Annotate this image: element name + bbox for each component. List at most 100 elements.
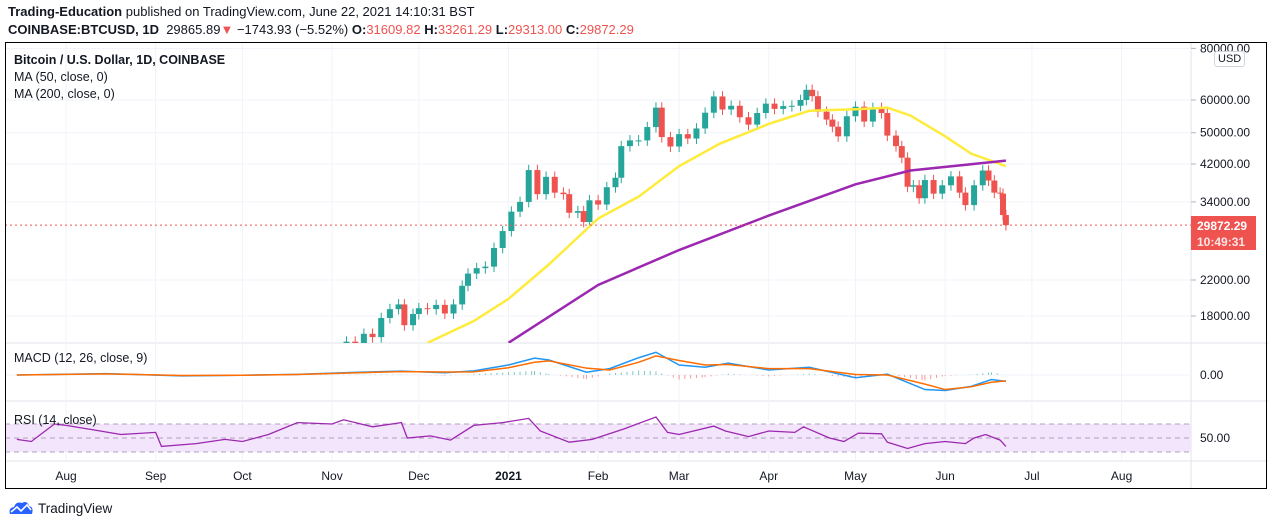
last-price: 29865.89 xyxy=(166,22,221,37)
candle-body xyxy=(684,134,691,139)
candle-body xyxy=(754,113,761,125)
rsi-line xyxy=(16,416,1007,450)
candle-body xyxy=(424,308,431,310)
candle-body xyxy=(910,185,917,187)
candle-body xyxy=(702,112,709,129)
legend-ma50[interactable]: MA (50, close, 0) xyxy=(14,70,108,84)
legend-rsi[interactable]: RSI (14, close) xyxy=(14,413,97,427)
cloud-logo-icon xyxy=(9,502,33,514)
time-tick-label: Oct xyxy=(233,469,252,483)
open-value: 31609.82 xyxy=(366,22,421,37)
price-tag: 29872.29 10:49:31 xyxy=(1191,216,1256,250)
candle-body xyxy=(869,107,876,122)
bar-countdown: 10:49:31 xyxy=(1197,235,1246,249)
time-tick-label: Aug xyxy=(55,469,76,483)
candle-body xyxy=(386,309,393,318)
time-tick-label: Dec xyxy=(408,469,429,483)
time-tick-label: 2021 xyxy=(495,469,522,483)
symbol: COINBASE:BTCUSD, 1D xyxy=(8,22,159,37)
time-tick-label: Apr xyxy=(759,469,778,483)
candle-body xyxy=(1000,193,1007,216)
low-value: 29313.00 xyxy=(508,22,563,37)
candle-body xyxy=(728,105,735,110)
candle-body xyxy=(852,106,859,117)
candle-body xyxy=(626,140,633,147)
legend-ma200[interactable]: MA (200, close, 0) xyxy=(14,87,115,101)
candle-body xyxy=(762,103,769,114)
price-tick-label: 34000.00 xyxy=(1200,195,1250,209)
time-tick-label: Jun xyxy=(935,469,954,483)
close-value: 29872.29 xyxy=(579,22,634,37)
ma200-line xyxy=(507,159,1007,343)
candle-body xyxy=(916,185,923,199)
candle-body xyxy=(667,137,674,147)
time-tick-label: Sep xyxy=(145,469,167,483)
candle-body xyxy=(580,211,587,222)
change: −1743.93 (−5.52%) xyxy=(236,22,349,37)
high-value: 33261.29 xyxy=(437,22,493,37)
low-label: L: xyxy=(495,22,509,37)
candle-body xyxy=(878,107,885,114)
candle-body xyxy=(595,200,602,205)
candle-body xyxy=(574,211,581,213)
candle-body xyxy=(508,211,515,232)
candle-body xyxy=(809,89,816,97)
candle-body xyxy=(618,146,625,178)
candle-body xyxy=(829,119,836,127)
candle-body xyxy=(603,187,610,205)
candle-body xyxy=(893,135,900,147)
close-label: C: xyxy=(565,22,580,37)
candle-body xyxy=(401,304,408,326)
time-tick-label: Aug xyxy=(1111,469,1132,483)
ma50-line xyxy=(426,106,1007,343)
candle-body xyxy=(693,128,700,139)
candle-body xyxy=(930,180,937,194)
candle-body xyxy=(652,107,659,128)
candle-body xyxy=(658,107,665,138)
candle-body xyxy=(464,273,471,286)
signal-line xyxy=(16,355,1006,391)
author[interactable]: Trading-Education xyxy=(8,4,123,19)
candle-body xyxy=(459,285,466,305)
candle-body xyxy=(997,192,1004,194)
candle-body xyxy=(644,127,651,141)
price-pane xyxy=(343,84,1009,343)
published-text: published on TradingView.com, June 22, 2… xyxy=(125,4,475,19)
time-tick-label: Feb xyxy=(588,469,609,483)
candle-body xyxy=(979,170,986,186)
candle-body xyxy=(473,268,480,274)
candle-body xyxy=(835,126,842,137)
candle-body xyxy=(797,100,804,106)
candle-body xyxy=(884,113,891,136)
candle-body xyxy=(586,200,593,222)
legend-title: Bitcoin / U.S. Dollar, 1D, COINBASE xyxy=(14,53,226,67)
candle-body xyxy=(780,106,787,109)
brand-name: TradingView xyxy=(38,500,113,516)
candle-body xyxy=(635,140,642,142)
candle-body xyxy=(939,185,946,194)
candle-body xyxy=(823,111,830,120)
candle-body xyxy=(482,266,489,269)
candle-body xyxy=(395,304,402,310)
candle-body xyxy=(947,176,954,186)
price-tick-label: 22000.00 xyxy=(1200,273,1250,287)
candle-body xyxy=(956,176,963,193)
time-tick-label: Mar xyxy=(669,469,690,483)
candle-body xyxy=(719,96,726,110)
candle-body xyxy=(450,304,457,314)
rsi-tick-label: 50.00 xyxy=(1200,431,1230,445)
legend-macd[interactable]: MACD (12, 26, close, 9) xyxy=(14,351,148,365)
candle-body xyxy=(543,176,550,195)
candle-body xyxy=(803,89,810,100)
price-tick-label: 42000.00 xyxy=(1200,157,1250,171)
currency-badge[interactable]: USD xyxy=(1214,51,1246,67)
candle-body xyxy=(343,341,350,343)
down-arrow-icon: ▼ xyxy=(220,22,234,37)
tradingview-logo[interactable]: TradingView xyxy=(8,500,112,516)
candle-body xyxy=(991,180,998,193)
candle-body xyxy=(491,247,498,267)
candle-body xyxy=(861,106,868,122)
candle-body xyxy=(410,314,417,326)
open-label: O: xyxy=(351,22,367,37)
